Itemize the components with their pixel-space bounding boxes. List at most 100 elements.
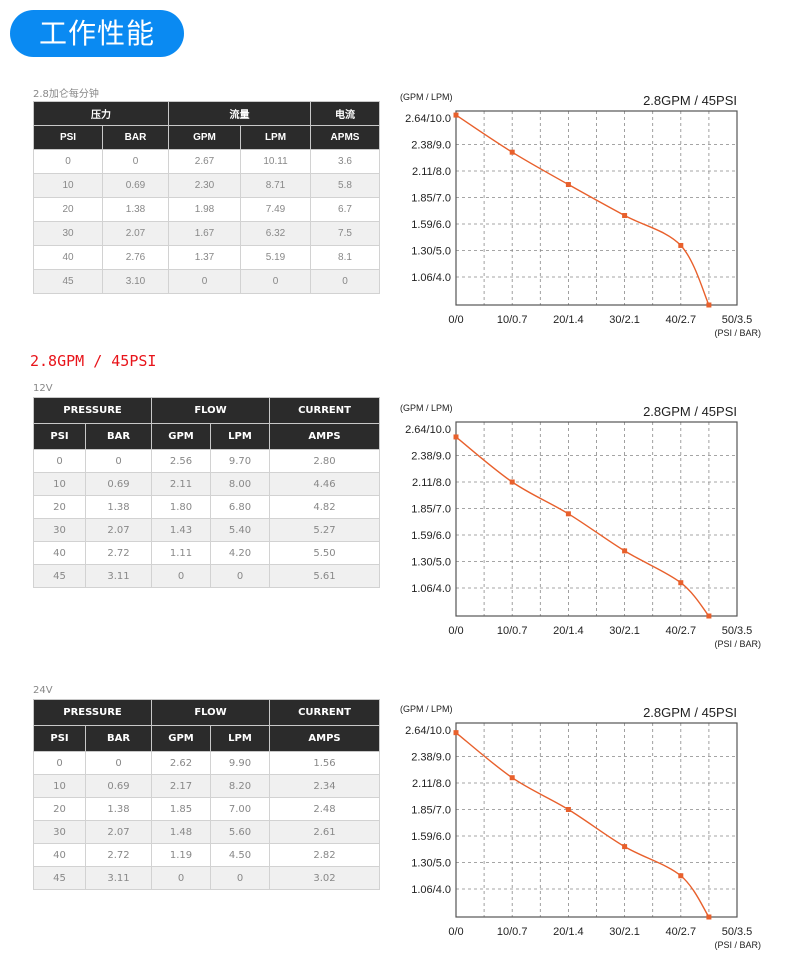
column-header: LPM (240, 125, 311, 150)
y-tick-label: 1.06/4.0 (411, 884, 451, 896)
table-cell: 45 (33, 269, 103, 294)
table-cell: 0 (85, 751, 152, 775)
table-cell: 40 (33, 541, 86, 565)
table-cell: 1.38 (102, 197, 169, 222)
x-tick-label: 0/0 (448, 926, 463, 938)
table-cell: 1.67 (168, 221, 241, 246)
column-header: APMS (310, 125, 380, 150)
table-cell: 20 (33, 797, 86, 821)
table-row: 0 0 2.62 9.90 1.56 (33, 751, 381, 775)
group-header-flow: FLOW (150, 699, 271, 726)
table-cell: 5.40 (209, 518, 271, 542)
table-cell: 0 (151, 866, 211, 890)
table-cell: 1.98 (168, 197, 241, 222)
data-point (565, 807, 571, 812)
column-header: BAR (85, 725, 152, 752)
y-tick-label: 1.85/7.0 (411, 193, 451, 205)
data-point (706, 302, 712, 308)
table-cell: 7.5 (310, 221, 380, 246)
column-header: LPM (209, 725, 271, 752)
table-cell: 8.71 (240, 173, 311, 198)
model-title: 2.8GPM / 45PSI (30, 352, 157, 370)
table-cell: 2.56 (151, 449, 211, 473)
table-row: 45 3.10 0 0 0 (33, 269, 380, 294)
y-tick-label: 1.30/5.0 (411, 246, 451, 258)
table-cell: 1.38 (85, 495, 152, 519)
table-cell: 0 (168, 269, 241, 294)
table-cell: 30 (33, 820, 86, 844)
table-cell: 0 (209, 564, 271, 588)
x-tick-label: 10/0.7 (497, 625, 528, 637)
y-tick-label: 1.85/7.0 (411, 504, 451, 516)
x-tick-label: 10/0.7 (497, 314, 528, 326)
table-cell: 1.43 (151, 518, 211, 542)
table-cell: 6.32 (240, 221, 311, 246)
x-tick-label: 20/1.4 (553, 314, 584, 326)
table-cell: 2.72 (85, 541, 152, 565)
group-header-flow: 流量 (168, 101, 311, 126)
table-row: 30 2.07 1.48 5.60 2.61 (33, 820, 381, 844)
column-header: LPM (209, 423, 271, 450)
table-cell: 2.61 (269, 820, 381, 844)
y-tick-label: 2.38/9.0 (411, 140, 451, 152)
column-header: BAR (85, 423, 152, 450)
y-tick-label: 2.64/10.0 (405, 113, 451, 125)
table-row: 0 0 2.67 10.11 3.6 (33, 149, 380, 174)
y-axis-label: (GPM / LPM) (400, 403, 453, 413)
table-cell: 2.67 (168, 149, 241, 174)
table-cell: 2.11 (151, 472, 211, 496)
table-cell: 4.46 (269, 472, 381, 496)
chart-title: 2.8GPM / 45PSI (643, 705, 737, 720)
table-cell: 0.69 (85, 774, 152, 798)
table-row: 10 0.69 2.11 8.00 4.46 (33, 472, 381, 496)
y-tick-label: 1.30/5.0 (411, 557, 451, 569)
y-tick-label: 1.85/7.0 (411, 805, 451, 817)
x-tick-label: 20/1.4 (553, 625, 584, 637)
data-point (622, 213, 628, 219)
y-tick-label: 1.06/4.0 (411, 272, 451, 284)
column-header: GPM (151, 423, 211, 450)
table-row: 20 1.38 1.80 6.80 4.82 (33, 495, 381, 519)
table-row: 10 0.69 2.17 8.20 2.34 (33, 774, 381, 798)
y-axis-label: (GPM / LPM) (400, 92, 453, 102)
data-point (565, 182, 571, 188)
table-cell: 0 (151, 564, 211, 588)
x-tick-label: 50/3.5 (722, 314, 753, 326)
group-header-pressure: PRESSURE (33, 397, 152, 424)
table-row: 0 0 2.56 9.70 2.80 (33, 449, 381, 473)
table-cell: 2.82 (269, 843, 381, 867)
column-header: PSI (33, 423, 86, 450)
table-cell: 6.7 (310, 197, 380, 222)
table-cell: 1.11 (151, 541, 211, 565)
x-tick-label: 30/2.1 (609, 926, 640, 938)
y-tick-label: 1.59/6.0 (411, 530, 451, 542)
table-cell: 30 (33, 518, 86, 542)
y-tick-label: 2.11/8.0 (412, 778, 451, 790)
table-row: 20 1.38 1.98 7.49 6.7 (33, 197, 380, 222)
x-tick-label: 40/2.7 (666, 314, 697, 326)
y-tick-label: 2.38/9.0 (411, 451, 451, 463)
table-cell: 7.49 (240, 197, 311, 222)
table-cell: 5.27 (269, 518, 381, 542)
table-cell: 0 (33, 449, 86, 473)
table-cell: 1.80 (151, 495, 211, 519)
chart-title: 2.8GPM / 45PSI (643, 93, 737, 108)
column-header: GPM (168, 125, 241, 150)
table-row: 40 2.76 1.37 5.19 8.1 (33, 245, 380, 270)
x-tick-label: 50/3.5 (722, 926, 753, 938)
table-cell: 0 (240, 269, 311, 294)
data-point (509, 479, 515, 485)
table-cell: 0 (33, 149, 103, 174)
table-cell: 0 (209, 866, 271, 890)
data-point (453, 434, 459, 440)
y-tick-label: 2.64/10.0 (405, 725, 451, 737)
table-cell: 0 (310, 269, 380, 294)
group-header-flow: FLOW (150, 397, 271, 424)
table-cell: 2.76 (102, 245, 169, 270)
table-cell: 2.62 (151, 751, 211, 775)
table-cell: 10 (33, 472, 86, 496)
x-tick-label: 0/0 (448, 625, 463, 637)
table-cell: 3.11 (85, 564, 152, 588)
table-cell: 2.07 (85, 518, 152, 542)
performance-table-1: 压力 流量 电流 PSI BAR GPM LPM APMS 0 0 2.67 10.1… (33, 101, 380, 294)
